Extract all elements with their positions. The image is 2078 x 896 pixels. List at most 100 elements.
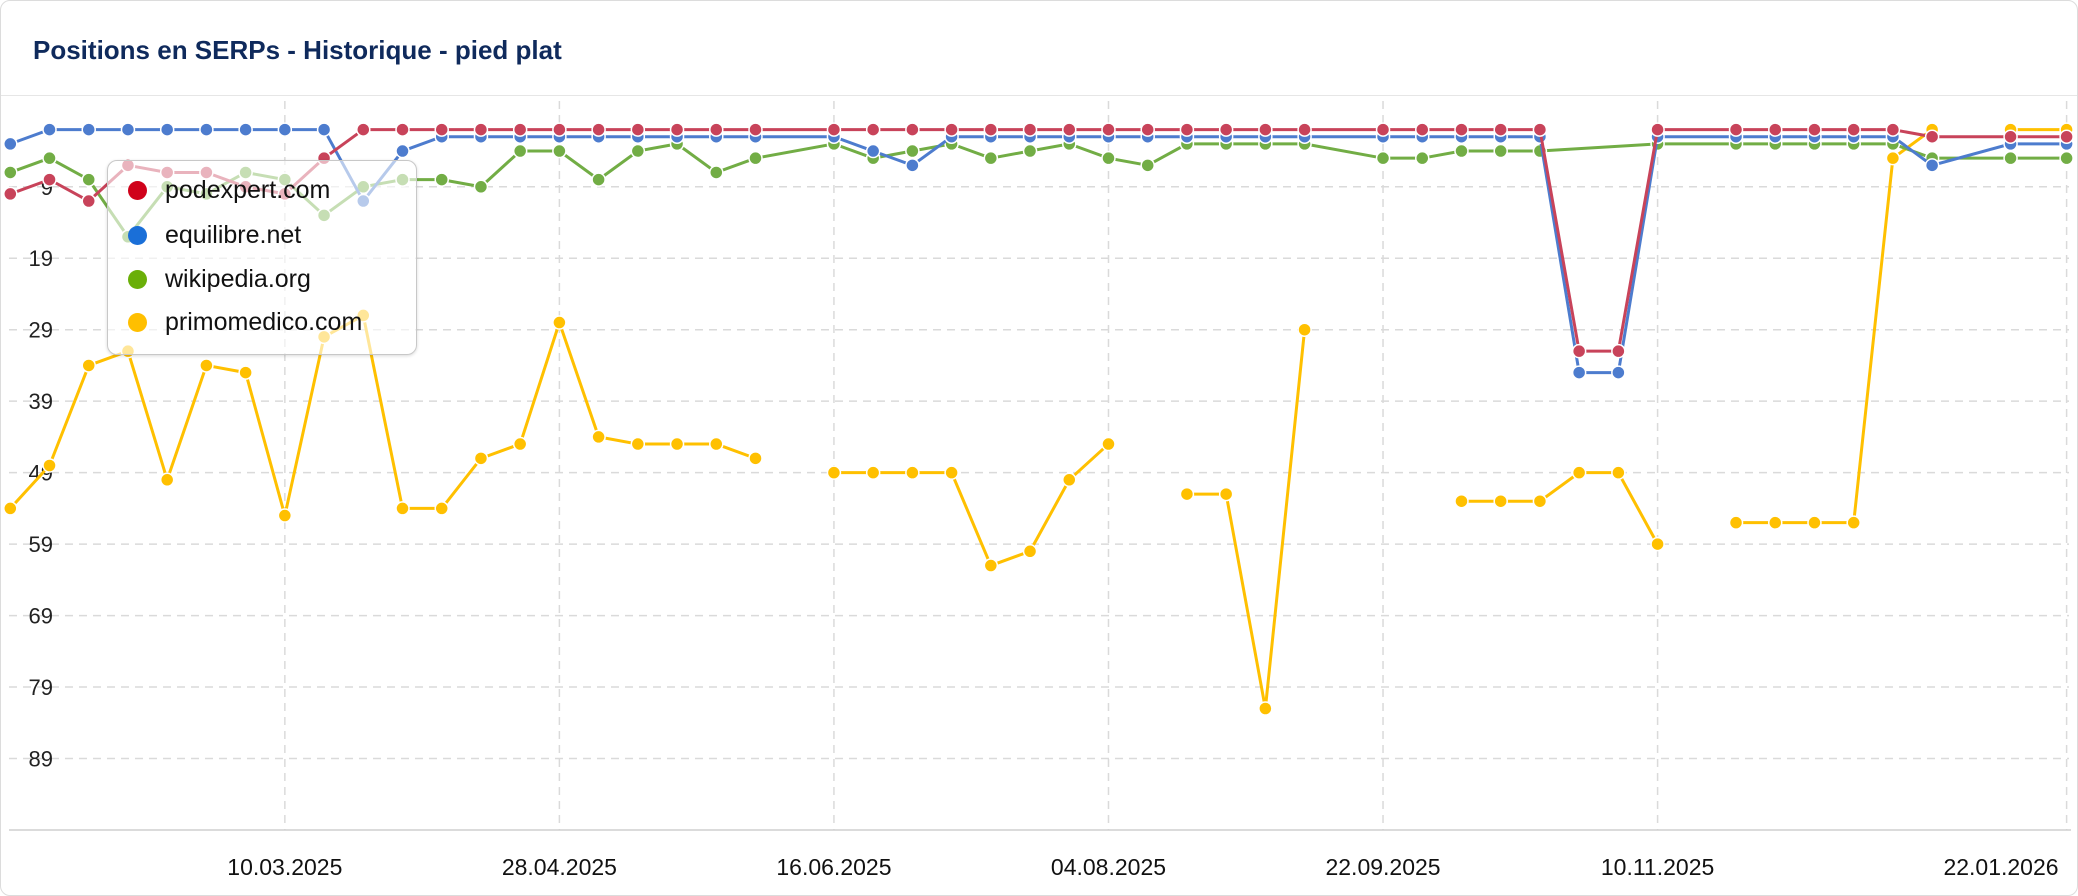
data-point-wikipedia.org — [1022, 143, 1038, 159]
series-line-primomedico.com — [1461, 471, 1659, 545]
data-point-primomedico.com — [1218, 486, 1234, 502]
data-point-primomedico.com — [1532, 493, 1548, 509]
legend-item-equilibre[interactable]: equilibre.net — [128, 220, 301, 250]
data-point-equilibre.net — [1611, 365, 1626, 380]
header-divider — [1, 95, 2077, 96]
data-point-podexpert.com — [1493, 122, 1508, 137]
x-tick-label: 16.06.2025 — [776, 854, 891, 880]
data-point-primomedico.com — [1846, 515, 1861, 530]
data-point-primomedico.com — [1571, 465, 1587, 480]
data-point-primomedico.com — [81, 358, 96, 373]
data-point-equilibre.net — [159, 122, 175, 137]
data-point-wikipedia.org — [2003, 150, 2018, 166]
data-point-podexpert.com — [434, 122, 449, 137]
data-point-equilibre.net — [3, 136, 18, 152]
data-point-equilibre.net — [81, 122, 96, 137]
data-point-primomedico.com — [199, 358, 214, 373]
data-point-podexpert.com — [1767, 122, 1783, 137]
data-point-primomedico.com — [1101, 436, 1116, 452]
data-point-wikipedia.org — [473, 179, 489, 195]
data-point-wikipedia.org — [42, 150, 57, 166]
y-tick-label: 39 — [29, 389, 53, 414]
data-point-equilibre.net — [865, 143, 881, 159]
x-tick-label: 04.08.2025 — [1051, 854, 1166, 880]
data-point-primomedico.com — [473, 451, 489, 466]
data-point-wikipedia.org — [434, 172, 449, 187]
data-point-primomedico.com — [905, 465, 920, 480]
data-point-wikipedia.org — [81, 172, 96, 187]
data-point-wikipedia.org — [1493, 143, 1508, 159]
data-point-wikipedia.org — [1454, 143, 1469, 159]
y-tick-label: 29 — [29, 318, 53, 343]
data-point-primomedico.com — [1297, 322, 1312, 337]
data-point-podexpert.com — [552, 122, 567, 137]
data-point-podexpert.com — [395, 122, 410, 137]
legend-label: wikipedia.org — [165, 264, 311, 293]
data-point-primomedico.com — [42, 458, 57, 473]
data-point-wikipedia.org — [1140, 158, 1155, 173]
x-tick-label: 10.11.2025 — [1601, 854, 1714, 880]
data-point-podexpert.com — [748, 122, 763, 137]
data-point-podexpert.com — [1218, 122, 1234, 137]
data-point-primomedico.com — [1611, 465, 1626, 480]
data-point-wikipedia.org — [1415, 150, 1430, 166]
data-point-podexpert.com — [81, 193, 96, 209]
data-point-podexpert.com — [1454, 122, 1469, 137]
data-point-equilibre.net — [277, 122, 293, 137]
data-point-podexpert.com — [1571, 343, 1587, 359]
legend-label: primomedico.com — [165, 307, 363, 336]
data-point-wikipedia.org — [3, 165, 18, 180]
data-point-podexpert.com — [1415, 122, 1430, 137]
data-point-podexpert.com — [1846, 122, 1861, 137]
data-point-equilibre.net — [238, 122, 253, 137]
data-point-podexpert.com — [1807, 122, 1822, 137]
data-point-primomedico.com — [1179, 486, 1195, 502]
data-point-podexpert.com — [905, 122, 920, 137]
data-point-wikipedia.org — [552, 143, 567, 159]
legend-item-wikipedia[interactable]: wikipedia.org — [128, 264, 311, 294]
data-point-primomedico.com — [1062, 472, 1077, 488]
y-tick-label: 79 — [29, 675, 53, 700]
data-point-wikipedia.org — [709, 165, 724, 180]
legend-dot-icon — [128, 180, 147, 200]
data-point-podexpert.com — [1297, 122, 1312, 137]
data-point-podexpert.com — [1022, 122, 1038, 137]
data-point-podexpert.com — [1062, 122, 1077, 137]
data-point-podexpert.com — [1885, 122, 1901, 137]
data-point-primomedico.com — [630, 436, 646, 452]
data-point-wikipedia.org — [1101, 150, 1116, 166]
data-point-primomedico.com — [1493, 493, 1508, 509]
data-point-podexpert.com — [1179, 122, 1195, 137]
data-point-podexpert.com — [944, 122, 959, 137]
data-point-primomedico.com — [1767, 515, 1783, 530]
data-point-podexpert.com — [826, 122, 842, 137]
data-point-primomedico.com — [865, 465, 881, 480]
data-point-podexpert.com — [2003, 129, 2018, 144]
x-tick-label: 22.09.2025 — [1325, 854, 1440, 880]
legend-dot-icon — [128, 269, 147, 289]
data-point-podexpert.com — [865, 122, 881, 137]
data-point-podexpert.com — [42, 172, 57, 187]
legend-item-primomedico[interactable]: primomedico.com — [128, 307, 362, 337]
data-point-primomedico.com — [826, 465, 842, 480]
data-point-equilibre.net — [42, 122, 57, 137]
data-point-primomedico.com — [1807, 515, 1822, 530]
legend-item-podexpert[interactable]: podexpert.com — [128, 175, 330, 205]
data-point-podexpert.com — [2059, 129, 2074, 144]
data-point-equilibre.net — [199, 122, 214, 137]
data-point-podexpert.com — [709, 122, 724, 137]
data-point-wikipedia.org — [2059, 150, 2074, 166]
data-point-podexpert.com — [1101, 122, 1116, 137]
data-point-primomedico.com — [709, 436, 724, 452]
x-tick-label: 10.03.2025 — [227, 854, 342, 880]
data-point-primomedico.com — [1728, 515, 1744, 530]
data-point-primomedico.com — [1022, 544, 1038, 559]
legend-dot-icon — [128, 312, 147, 332]
data-point-equilibre.net — [905, 158, 920, 173]
data-point-equilibre.net — [395, 143, 410, 159]
data-point-wikipedia.org — [630, 143, 646, 159]
data-point-primomedico.com — [1454, 493, 1469, 509]
data-point-primomedico.com — [159, 472, 175, 488]
legend[interactable]: podexpert.com equilibre.net wikipedia.or… — [107, 160, 417, 355]
